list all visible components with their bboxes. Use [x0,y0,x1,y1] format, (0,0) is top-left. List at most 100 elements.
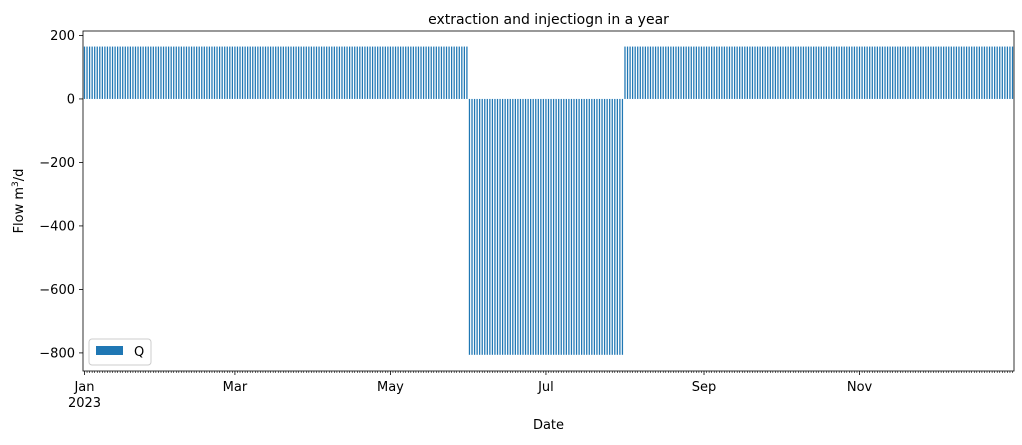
bar [728,46,731,99]
bar [894,46,896,99]
bar [909,46,912,99]
bar [675,46,677,99]
bar [280,46,282,99]
bar [797,46,799,99]
y-tick-label: −600 [39,283,75,298]
bar [328,46,330,99]
bar [858,46,861,99]
bar [428,46,430,99]
bar [486,98,488,355]
bar [596,98,598,355]
bar [940,46,942,99]
bar [152,46,154,99]
bar [216,46,218,99]
bar [425,46,427,99]
bar [876,46,879,99]
bar [818,46,820,99]
bar [484,98,486,355]
bar [387,46,389,99]
bar [945,46,947,99]
bar [343,46,346,99]
bar [512,98,514,355]
bar [124,46,126,99]
bar [570,98,573,355]
bar [550,98,552,355]
bar [764,46,766,99]
bar [231,46,233,99]
bar [466,46,468,99]
bar [456,46,458,99]
bar [665,46,667,99]
bar [394,46,397,99]
bar [509,98,511,355]
bar [1011,46,1014,99]
bar [792,46,794,99]
bar [193,46,195,99]
bar [407,46,409,99]
bar [639,46,641,99]
bar [333,46,335,99]
bar [573,98,575,355]
bar [988,46,991,99]
x-tick-label: Jul [537,380,554,395]
bar [856,46,858,99]
bar [173,46,175,99]
bar [198,46,200,99]
bar [88,46,91,99]
bar [384,46,386,99]
bar [178,46,180,99]
bar [147,46,149,99]
bar [267,46,269,99]
bar [377,46,379,99]
bar [109,46,111,99]
bar [300,46,302,99]
bar [530,98,532,355]
bar [749,46,751,99]
bar [162,46,165,99]
bar [190,46,193,99]
bar [795,46,797,99]
bar [545,98,547,355]
bar [739,46,741,99]
bar [129,46,132,99]
bar [101,46,103,99]
bar [973,46,975,99]
bar [830,46,833,99]
bar [410,46,412,99]
bar [825,46,828,99]
bar [491,98,494,355]
bar [937,46,940,99]
bar [963,46,965,99]
bar [496,98,499,355]
bar [981,46,983,99]
bar [160,46,162,99]
bar [157,46,160,99]
bar [422,46,425,99]
bar [453,46,455,99]
bar [726,46,728,99]
bar [405,46,407,99]
bar [772,46,774,99]
bar [415,46,417,99]
bar [902,46,904,99]
bar [366,46,369,99]
bar [784,46,787,99]
bar [693,46,695,99]
x-tick-label: Sep [692,380,717,395]
bar [907,46,909,99]
bar [649,46,652,99]
bar [838,46,840,99]
bar [170,46,172,99]
bar [552,98,555,355]
bar [535,98,537,355]
bar [779,46,782,99]
bar [586,98,588,355]
bar [813,46,815,99]
bar [1004,46,1006,99]
bar [932,46,935,99]
bar [662,46,664,99]
bar [272,46,274,99]
bar [507,98,509,355]
